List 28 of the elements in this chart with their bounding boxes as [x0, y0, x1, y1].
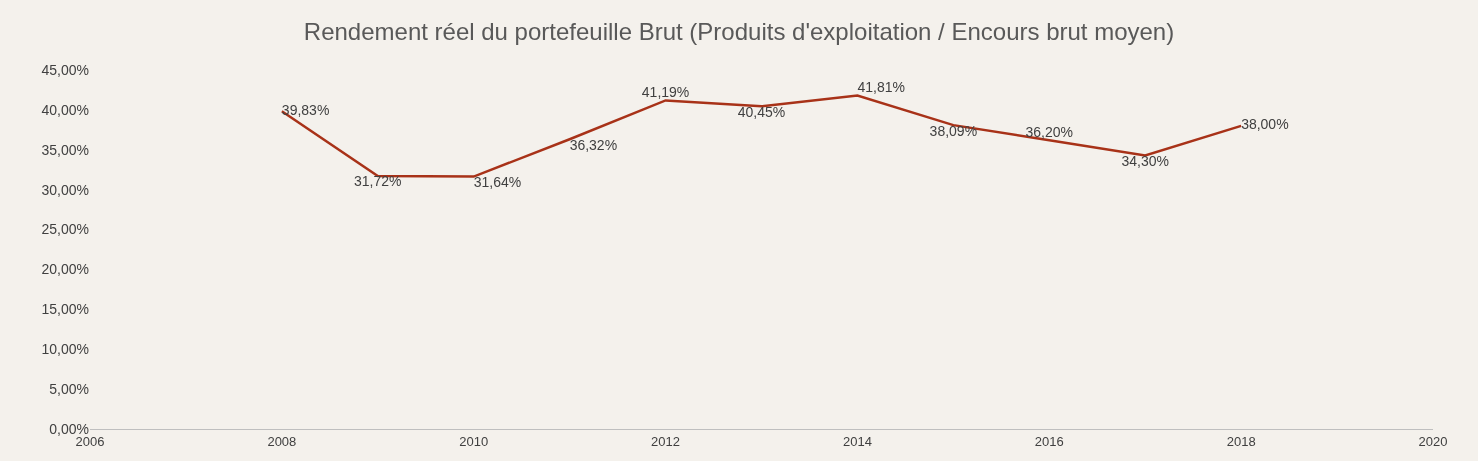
data-label: 34,30%: [1121, 152, 1169, 169]
x-tick-label: 2016: [1034, 433, 1064, 449]
data-label: 38,00%: [1241, 116, 1289, 133]
y-tick-label: 25,00%: [41, 221, 89, 238]
data-label: 36,32%: [569, 136, 618, 153]
data-label: 41,19%: [641, 83, 690, 100]
data-label: 31,64%: [473, 174, 522, 191]
data-label: 40,45%: [737, 103, 786, 120]
y-tick-label: 15,00%: [41, 301, 89, 318]
y-tick-label: 5,00%: [49, 381, 89, 398]
data-label: 31,72%: [354, 173, 402, 190]
data-label: 38,09%: [929, 122, 978, 139]
x-tick-label: 2018: [1226, 433, 1256, 449]
data-label: 36,20%: [1025, 123, 1074, 140]
y-tick-label: 45,00%: [41, 61, 89, 78]
x-tick-label: 2010: [459, 433, 489, 449]
x-tick-label: 2020: [1418, 433, 1448, 449]
data-label: 41,81%: [857, 78, 905, 95]
x-tick-label: 2008: [267, 433, 297, 449]
y-tick-label: 30,00%: [41, 181, 89, 198]
y-tick-label: 40,00%: [41, 101, 89, 118]
chart-title: Rendement réel du portefeuille Brut (Produits d'exploitation / Encours brut moyen): [303, 17, 1175, 45]
x-tick-label: 2014: [842, 433, 872, 449]
y-tick-label: 20,00%: [41, 261, 89, 278]
data-label: 39,83%: [281, 101, 330, 118]
y-tick-label: 35,00%: [41, 141, 89, 158]
y-tick-label: 10,00%: [41, 341, 89, 358]
x-tick-label: 2012: [651, 433, 681, 449]
